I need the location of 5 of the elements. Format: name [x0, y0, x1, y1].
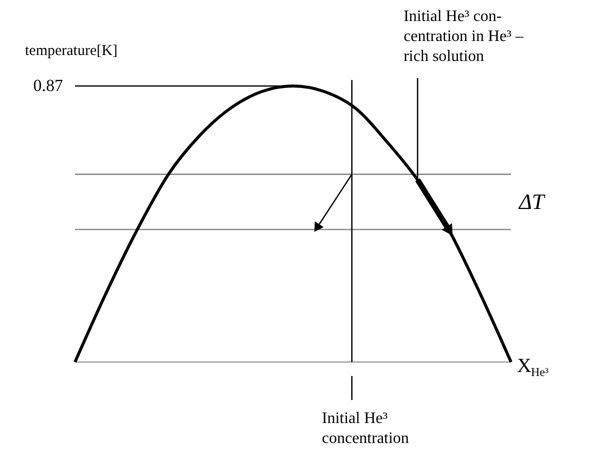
- text: ΔT: [518, 188, 546, 214]
- text: 0.87: [33, 76, 64, 95]
- text: Initial He³ concentration: [322, 410, 409, 447]
- y-axis-title: temperature[K]: [25, 43, 118, 59]
- text: Initial He³ con- centration in He³ – rich solution: [404, 8, 524, 65]
